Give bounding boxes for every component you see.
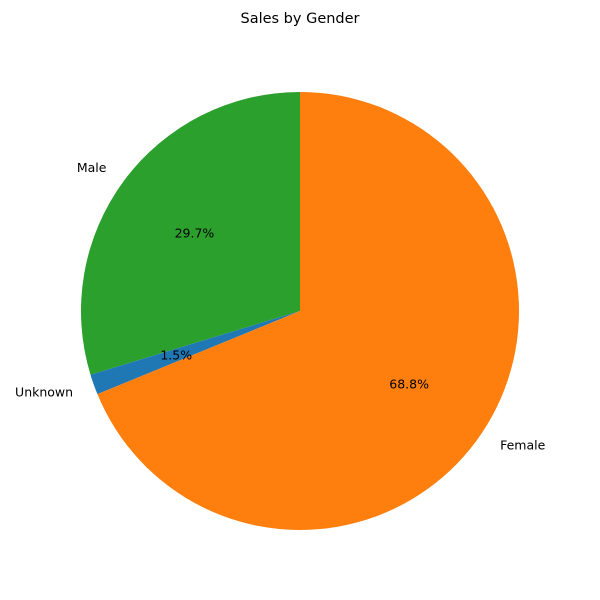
pie-slice-male (80, 92, 300, 375)
slice-label-female: Female (500, 438, 546, 453)
slice-percent-unknown: 1.5% (160, 348, 192, 363)
slice-label-unknown: Unknown (15, 384, 73, 399)
pie-slice-female (97, 91, 520, 530)
chart-title: Sales by Gender (240, 11, 360, 27)
slice-percent-female: 68.8% (389, 377, 429, 392)
slice-percent-male: 29.7% (175, 225, 215, 240)
pie-slice-unknown (90, 311, 300, 395)
slice-label-male: Male (77, 160, 107, 175)
